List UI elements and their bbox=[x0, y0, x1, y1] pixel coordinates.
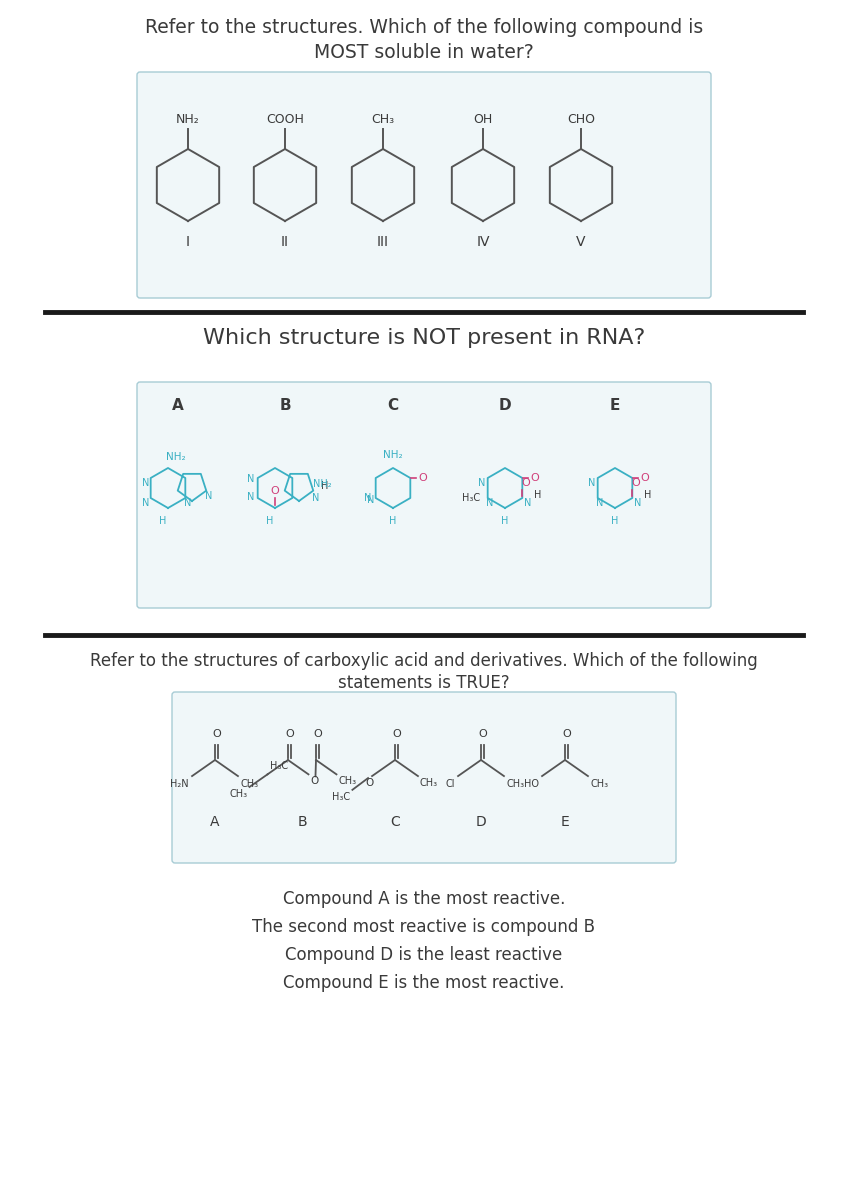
Text: D: D bbox=[499, 398, 511, 413]
Text: C: C bbox=[390, 815, 400, 829]
Text: N: N bbox=[184, 498, 191, 508]
Text: CH₃: CH₃ bbox=[241, 779, 259, 790]
Text: Refer to the structures of carboxylic acid and derivatives. Which of the followi: Refer to the structures of carboxylic ac… bbox=[90, 652, 758, 670]
Text: MOST soluble in water?: MOST soluble in water? bbox=[314, 43, 534, 62]
Text: O: O bbox=[418, 473, 427, 482]
Text: C: C bbox=[388, 398, 399, 413]
Text: N: N bbox=[204, 491, 212, 500]
Text: H₃C: H₃C bbox=[270, 761, 287, 772]
Text: NH₂: NH₂ bbox=[313, 479, 332, 488]
Text: O: O bbox=[310, 776, 319, 786]
Text: B: B bbox=[297, 815, 307, 829]
Text: O: O bbox=[271, 486, 279, 496]
Text: N: N bbox=[142, 478, 149, 488]
Text: H₃C: H₃C bbox=[461, 493, 480, 503]
Text: III: III bbox=[377, 235, 389, 248]
Text: N: N bbox=[634, 498, 642, 508]
FancyBboxPatch shape bbox=[137, 72, 711, 298]
Text: B: B bbox=[279, 398, 291, 413]
Text: OH: OH bbox=[473, 113, 493, 126]
Text: Which structure is NOT present in RNA?: Which structure is NOT present in RNA? bbox=[203, 328, 645, 348]
Text: O: O bbox=[313, 728, 322, 739]
Text: CH₃: CH₃ bbox=[420, 778, 438, 788]
Text: A: A bbox=[210, 815, 220, 829]
Text: V: V bbox=[577, 235, 586, 248]
Text: N: N bbox=[486, 498, 494, 508]
Text: E: E bbox=[561, 815, 569, 829]
Text: CH₃: CH₃ bbox=[507, 779, 525, 790]
Text: O: O bbox=[365, 778, 374, 788]
Text: N: N bbox=[589, 478, 595, 488]
Text: N: N bbox=[478, 478, 486, 488]
FancyBboxPatch shape bbox=[172, 692, 676, 863]
Text: N: N bbox=[248, 492, 254, 502]
Text: H: H bbox=[266, 516, 274, 526]
Text: H₃C: H₃C bbox=[332, 792, 350, 802]
Text: CHO: CHO bbox=[567, 113, 595, 126]
Text: N: N bbox=[596, 498, 604, 508]
Text: NH₂: NH₂ bbox=[166, 452, 186, 462]
Text: O: O bbox=[478, 728, 487, 739]
Text: N: N bbox=[367, 494, 374, 505]
Text: Compound D is the least reactive: Compound D is the least reactive bbox=[286, 946, 562, 964]
Text: H: H bbox=[159, 516, 167, 526]
Text: O: O bbox=[631, 478, 639, 488]
Text: N: N bbox=[142, 498, 149, 508]
Text: H₂N: H₂N bbox=[170, 779, 189, 790]
Text: H: H bbox=[321, 481, 329, 491]
Text: CH₃: CH₃ bbox=[591, 779, 609, 790]
Text: Cl: Cl bbox=[445, 779, 455, 790]
Text: H: H bbox=[501, 516, 509, 526]
Text: O: O bbox=[521, 478, 530, 488]
Text: CH₃: CH₃ bbox=[229, 788, 248, 799]
Text: The second most reactive is compound B: The second most reactive is compound B bbox=[253, 918, 595, 936]
FancyBboxPatch shape bbox=[137, 382, 711, 608]
Text: CH₃: CH₃ bbox=[371, 113, 394, 126]
Text: O: O bbox=[530, 473, 539, 482]
Text: H: H bbox=[389, 516, 397, 526]
Text: H: H bbox=[644, 490, 652, 500]
Text: O: O bbox=[212, 728, 220, 739]
Text: COOH: COOH bbox=[266, 113, 304, 126]
Text: I: I bbox=[186, 235, 190, 248]
Text: Compound A is the most reactive.: Compound A is the most reactive. bbox=[283, 890, 565, 908]
Text: H: H bbox=[611, 516, 619, 526]
Text: CH₃: CH₃ bbox=[338, 776, 357, 786]
Text: D: D bbox=[476, 815, 487, 829]
Text: NH₂: NH₂ bbox=[176, 113, 200, 126]
Text: statements is TRUE?: statements is TRUE? bbox=[338, 674, 510, 692]
Text: Compound E is the most reactive.: Compound E is the most reactive. bbox=[283, 974, 565, 992]
Text: N: N bbox=[365, 493, 371, 503]
Text: E: E bbox=[610, 398, 620, 413]
Text: O: O bbox=[285, 728, 294, 739]
Text: O: O bbox=[562, 728, 571, 739]
Text: N: N bbox=[248, 474, 254, 484]
Text: N: N bbox=[524, 498, 532, 508]
Text: O: O bbox=[392, 728, 401, 739]
Text: Refer to the structures. Which of the following compound is: Refer to the structures. Which of the fo… bbox=[145, 18, 703, 37]
Text: A: A bbox=[172, 398, 184, 413]
Text: NH₂: NH₂ bbox=[383, 450, 403, 460]
Text: HO: HO bbox=[524, 779, 539, 790]
Text: H: H bbox=[534, 490, 542, 500]
Text: O: O bbox=[640, 473, 649, 482]
Text: N: N bbox=[311, 493, 319, 503]
Text: II: II bbox=[281, 235, 289, 248]
Text: IV: IV bbox=[477, 235, 490, 248]
